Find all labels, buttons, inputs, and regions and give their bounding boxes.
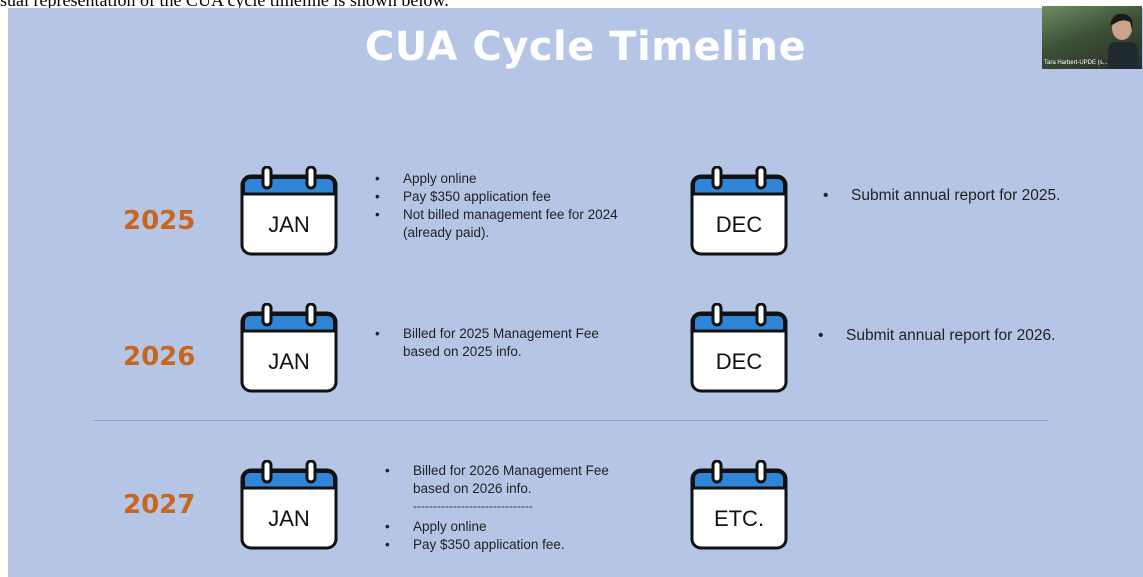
calendar-month: JAN [268,212,310,237]
calendar-icon: JAN [240,460,340,552]
calendar-ring [263,167,271,188]
bullet-item: Not billed management fee for 2024 (alre… [375,206,625,242]
bullet-item: Billed for 2025 Management Fee based on … [375,325,625,361]
calendar-ring [757,461,765,482]
start-bullets: Apply onlinePay $350 application feeNot … [375,170,625,242]
calendar-header [244,315,335,332]
start-bullets: Billed for 2025 Management Fee based on … [375,325,625,361]
bullet-item: Apply online [385,518,635,536]
calendar-month: DEC [716,349,763,374]
end-bullets: Submit annual report for 2026. [818,326,1138,346]
bullet-separator: ------------------------------ [385,498,635,514]
calendar-ring [263,304,271,325]
bullet-item: Submit annual report for 2026. [818,326,1138,346]
bullet-item: Billed for 2026 Management Fee based on … [385,462,635,498]
slide-title: CUA Cycle Timeline [8,24,1143,70]
year-label: 2026 [123,342,195,372]
end-bullets: Submit annual report for 2025. [823,186,1143,206]
calendar-ring [307,167,315,188]
bullet-item: Pay $350 application fee [375,188,625,206]
calendar-month: DEC [716,212,763,237]
calendar-icon: JAN [240,166,340,258]
calendar-month: JAN [268,349,310,374]
screen: sual representation of the CUA cycle tim… [0,0,1143,577]
bullet-item: Pay $350 application fee. [385,536,635,554]
calendar-header [244,178,335,195]
bullet-item: Submit annual report for 2025. [823,186,1143,206]
calendar-header [694,315,785,332]
calendar-ring [263,461,271,482]
calendar-header [694,178,785,195]
bullet-item: Apply online [375,170,625,188]
calendar-icon: ETC. [690,460,790,552]
participant-name: Tara Harbert-UPDE (s... [1044,60,1108,66]
calendar-ring [757,304,765,325]
calendar-header [694,472,785,489]
calendar-icon: JAN [240,303,340,395]
year-label: 2027 [123,490,195,520]
calendar-month: JAN [268,506,310,531]
calendar-ring [713,304,721,325]
calendar-ring [307,304,315,325]
calendar-icon: DEC [690,303,790,395]
calendar-header [244,472,335,489]
calendar-month: ETC. [714,506,764,531]
calendar-ring [713,167,721,188]
divider [93,420,1048,421]
year-label: 2025 [123,206,195,236]
calendar-ring [757,167,765,188]
participant-video[interactable]: Tara Harbert-UPDE (s... [1042,6,1142,69]
calendar-ring [307,461,315,482]
slide: CUA Cycle Timeline 2025 JAN DEC Apply onlin… [8,8,1143,577]
calendar-ring [713,461,721,482]
calendar-icon: DEC [690,166,790,258]
start-bullets: Billed for 2026 Management Fee based on … [385,462,635,554]
